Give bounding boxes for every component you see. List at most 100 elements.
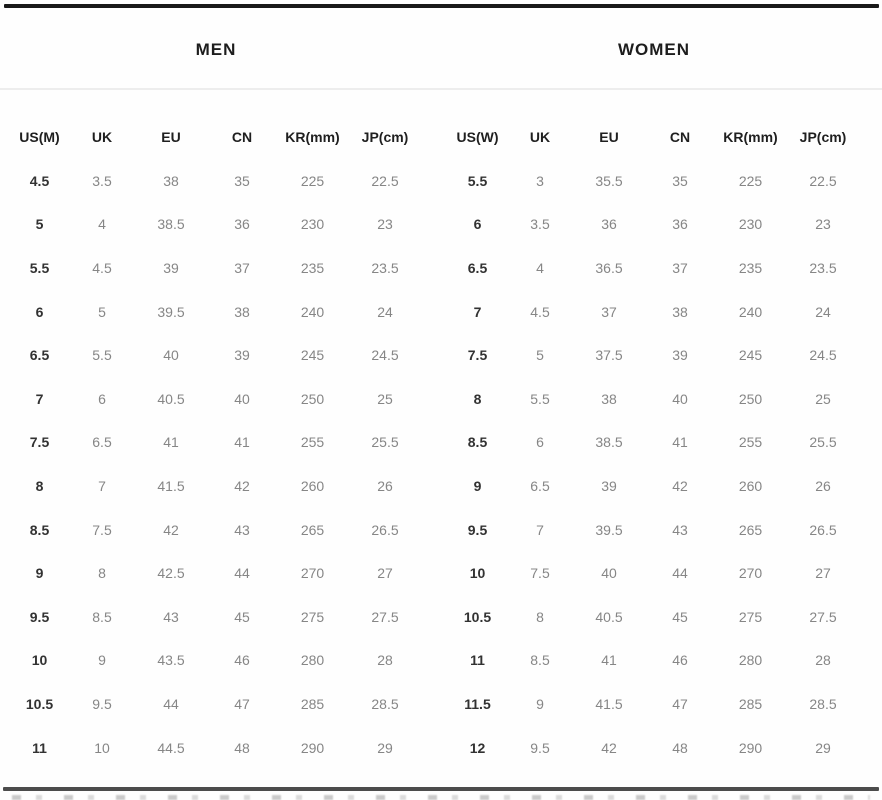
table-cell: 250 [300,390,325,407]
table-cell: 260 [738,477,763,494]
table-cell: 47 [234,695,250,712]
table-cell: 235 [300,259,325,276]
table-cell: 38 [163,172,179,189]
table-cell: 23.5 [809,259,837,276]
table-cell: 9 [536,695,544,712]
table-cell: 280 [738,652,763,669]
table-cell: 7.5 [92,521,112,538]
table-cell: 47 [672,695,688,712]
table-row: 5 4 38.5 36 230 23 [10,203,422,247]
table-cell: 9 [35,565,44,582]
table-row: 9 6.5 39 42 260 26 [448,464,860,508]
table-cell: 26 [377,477,393,494]
table-cell: 40 [163,347,179,364]
table-cell: 4.5 [530,303,550,320]
table-cell: 39.5 [595,521,623,538]
table-row: 11.5 9 41.5 47 285 28.5 [448,682,860,726]
table-cell: 4 [98,216,106,233]
table-cell: 4.5 [92,259,112,276]
table-row: 7 4.5 37 38 240 24 [448,290,860,334]
table-cell: 27 [377,565,393,582]
table-cell: 38 [672,303,688,320]
table-row: 7 6 40.5 40 250 25 [10,377,422,421]
table-cell: 40.5 [595,608,623,625]
table-cell: 24 [377,303,393,320]
size-tables-container: US(M) UK EU CN KR(mm) JP(cm) 4.5 3.5 38 35 225 22.5… [10,115,860,769]
table-cell: 41 [163,434,179,451]
table-cell: 6 [536,434,544,451]
table-cell: 41.5 [595,695,623,712]
table-cell: 245 [300,347,325,364]
table-cell: 6 [98,390,106,407]
table-row: 6.5 4 36.5 37 235 23.5 [448,246,860,290]
title-divider [0,88,882,90]
table-cell: 25 [815,390,831,407]
table-cell: 6.5 [530,477,550,494]
table-row: 12 9.5 42 48 290 29 [448,726,860,770]
table-row: 8 7 41.5 42 260 26 [10,464,422,508]
table-cell: 42 [234,477,250,494]
table-cell: 265 [738,521,763,538]
cutoff-text-fragment [12,795,870,800]
table-row: 10 7.5 40 44 270 27 [448,551,860,595]
table-cell: 25.5 [809,434,837,451]
table-row: 4.5 3.5 38 35 225 22.5 [10,159,422,203]
table-cell: 35.5 [595,172,623,189]
table-row: 6.5 5.5 40 39 245 24.5 [10,333,422,377]
women-size-table: US(W) UK EU CN KR(mm) JP(cm) 5.5 3 35.5 35 225 22.5… [448,115,860,769]
table-cell: 290 [738,739,763,756]
table-cell: 35 [234,172,250,189]
table-row: 10.5 9.5 44 47 285 28.5 [10,682,422,726]
table-row: 5.5 4.5 39 37 235 23.5 [10,246,422,290]
column-header: CN [231,129,253,145]
table-cell: 245 [738,347,763,364]
column-header: JP(cm) [799,129,847,145]
table-cell: 38.5 [157,216,185,233]
table-row: 8.5 7.5 42 43 265 26.5 [10,508,422,552]
column-header: US(W) [456,129,499,145]
table-cell: 6.5 [92,434,112,451]
table-cell: 270 [300,565,325,582]
column-header-row: US(M) UK EU CN KR(mm) JP(cm) [10,115,422,159]
table-cell: 26.5 [371,521,399,538]
table-cell: 230 [738,216,763,233]
table-cell: 44 [672,565,688,582]
table-cell: 41 [234,434,250,451]
table-cell: 5.5 [92,347,112,364]
column-header: KR(mm) [285,129,340,145]
table-cell: 27.5 [809,608,837,625]
table-row: 10.5 8 40.5 45 275 27.5 [448,595,860,639]
table-cell: 42 [163,521,179,538]
table-cell: 23.5 [371,259,399,276]
table-cell: 275 [300,608,325,625]
table-cell: 6 [35,303,44,320]
table-cell: 8.5 [29,521,50,538]
table-cell: 9 [98,652,106,669]
table-cell: 28.5 [371,695,399,712]
table-row: 6 5 39.5 38 240 24 [10,290,422,334]
women-table-title: WOMEN [617,40,691,59]
table-cell: 41 [601,652,617,669]
table-cell: 22.5 [809,172,837,189]
table-cell: 8.5 [92,608,112,625]
table-cell: 5.5 [467,172,488,189]
table-cell: 255 [300,434,325,451]
table-cell: 7.5 [530,565,550,582]
table-cell: 7.5 [467,347,488,364]
table-cell: 7 [536,521,544,538]
table-cell: 38 [601,390,617,407]
table-cell: 46 [672,652,688,669]
table-cell: 250 [738,390,763,407]
table-cell: 26.5 [809,521,837,538]
table-row: 11 10 44.5 48 290 29 [10,726,422,770]
table-cell: 265 [300,521,325,538]
table-cell: 36 [234,216,250,233]
table-cell: 43 [234,521,250,538]
table-cell: 23 [377,216,393,233]
table-cell: 10.5 [463,608,492,625]
table-cell: 8 [473,390,482,407]
table-cell: 25 [377,390,393,407]
table-cell: 3.5 [530,216,550,233]
table-cell: 8.5 [467,434,488,451]
table-cell: 12 [469,739,486,756]
